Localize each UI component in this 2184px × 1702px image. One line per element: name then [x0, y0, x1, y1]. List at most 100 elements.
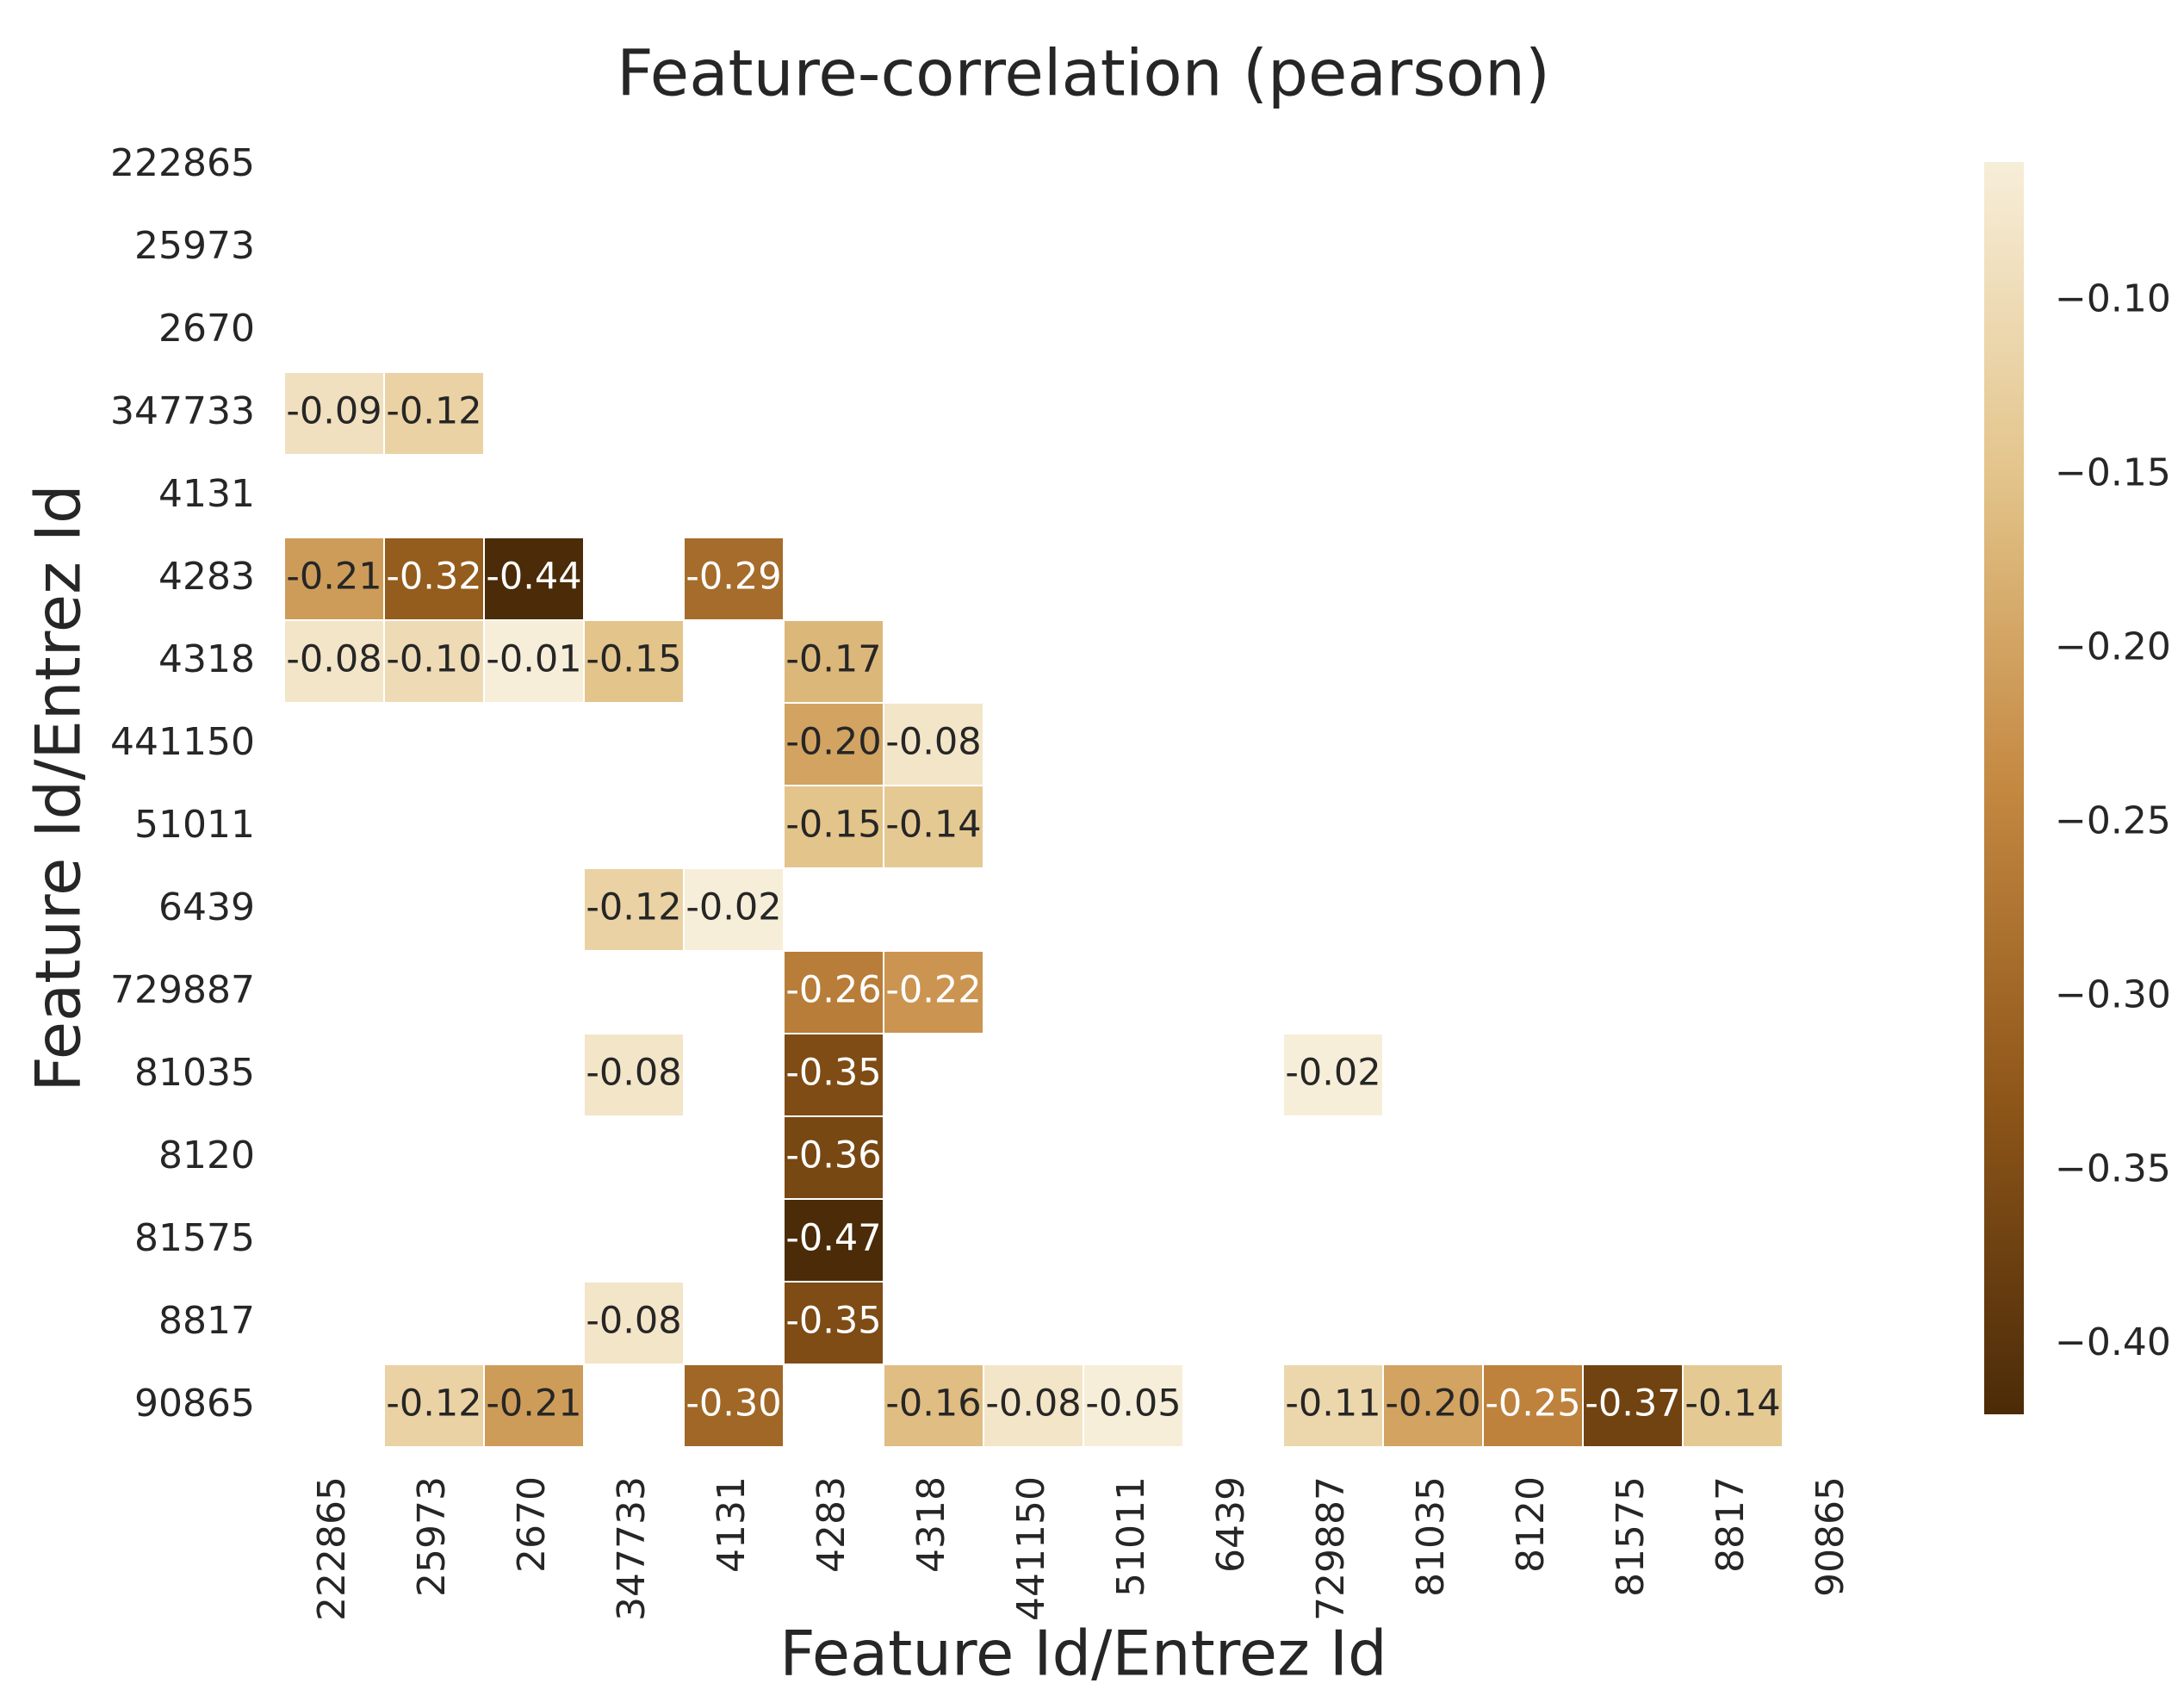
x-tick-label: 25973 — [410, 1476, 454, 1597]
y-tick-label: 4318 — [158, 637, 255, 681]
heatmap-cell — [783, 1033, 884, 1117]
cell-value-label: -0.05 — [1085, 1382, 1181, 1426]
y-tick-label: 8817 — [158, 1299, 255, 1343]
x-tick-label: 90865 — [1809, 1476, 1852, 1597]
cell-value-label: -0.20 — [1385, 1382, 1480, 1426]
heatmap-cell — [783, 1198, 884, 1283]
cell-value-label: -0.08 — [586, 1052, 681, 1095]
cell-value-label: -0.35 — [785, 1052, 881, 1095]
x-axis-label: Feature Id/Entrez Id — [779, 1618, 1387, 1690]
x-tick-label: 8120 — [1509, 1476, 1553, 1573]
heatmap-cell — [1682, 1363, 1784, 1448]
heatmap-cell — [583, 867, 685, 952]
y-tick-label: 90865 — [134, 1382, 255, 1426]
y-axis-label: Feature Id/Entrez Id — [22, 484, 95, 1091]
cell-value-label: -0.15 — [586, 638, 681, 681]
heatmap-cell — [583, 1033, 685, 1117]
x-tick-label: 4283 — [810, 1476, 853, 1573]
y-tick-label: 441150 — [110, 720, 255, 764]
cell-value-label: -0.30 — [686, 1382, 781, 1426]
y-tick-label: 81575 — [134, 1216, 255, 1260]
y-tick-label: 81035 — [134, 1051, 255, 1095]
x-tick-label: 4131 — [710, 1476, 754, 1573]
heatmap-cell — [1282, 1033, 1384, 1117]
colorbar — [1984, 162, 2024, 1414]
y-tick-label: 8120 — [158, 1134, 255, 1177]
heatmap-cell — [1382, 1363, 1484, 1448]
cell-value-label: -0.14 — [885, 804, 981, 847]
cell-value-label: -0.08 — [286, 638, 382, 681]
cell-value-label: -0.37 — [1585, 1382, 1680, 1426]
cell-value-label: -0.29 — [686, 556, 781, 599]
cell-value-label: -0.12 — [386, 390, 481, 433]
cell-value-label: -0.09 — [286, 390, 382, 433]
cell-value-label: -0.02 — [686, 886, 781, 929]
heatmap-cell — [383, 619, 485, 704]
cell-value-label: -0.12 — [386, 1382, 481, 1426]
cell-value-label: -0.21 — [286, 556, 382, 599]
colorbar-tick-label: −0.35 — [2055, 1146, 2171, 1190]
y-tick-label: 729887 — [110, 968, 255, 1012]
heatmap-cell — [583, 1281, 685, 1365]
heatmap-cell — [1482, 1363, 1584, 1448]
cell-value-label: -0.16 — [885, 1382, 981, 1426]
cell-value-label: -0.44 — [486, 556, 581, 599]
cell-value-label: -0.47 — [785, 1217, 881, 1260]
y-tick-label: 25973 — [134, 224, 255, 268]
y-tick-label: 4283 — [158, 555, 255, 599]
x-tick-label: 2670 — [510, 1476, 554, 1573]
y-tick-label: 6439 — [158, 885, 255, 929]
heatmap-cell — [783, 619, 884, 704]
y-tick-label: 347733 — [110, 389, 255, 433]
x-tick-label: 81035 — [1409, 1476, 1453, 1597]
heatmap-cell — [1083, 1363, 1184, 1448]
heatmap-cell — [683, 537, 785, 621]
heatmap-cell — [283, 619, 385, 704]
heatmap-cell — [683, 867, 785, 952]
heatmap-cell — [883, 785, 984, 869]
cell-value-label: -0.12 — [586, 886, 681, 929]
cell-value-label: -0.32 — [386, 556, 481, 599]
heatmap-cell — [1582, 1363, 1684, 1448]
heatmap-cell — [383, 1363, 485, 1448]
y-tick-label: 4131 — [158, 472, 255, 516]
colorbar-tick-label: −0.15 — [2055, 451, 2171, 495]
colorbar-tick-label: −0.30 — [2055, 972, 2171, 1016]
chart-title: Feature-correlation (pearson) — [617, 37, 1550, 111]
heatmap-cell — [283, 537, 385, 621]
heatmap-cell — [283, 371, 385, 456]
cell-value-label: -0.08 — [586, 1300, 681, 1343]
x-tick-label: 222865 — [310, 1476, 354, 1621]
heatmap-cell — [883, 950, 984, 1034]
heatmap-cell — [783, 1281, 884, 1365]
y-tick-label: 51011 — [134, 803, 255, 847]
x-tick-label: 8817 — [1709, 1476, 1753, 1573]
heatmap-cell — [983, 1363, 1084, 1448]
cell-value-label: -0.10 — [386, 638, 481, 681]
cell-value-label: -0.08 — [985, 1382, 1081, 1426]
x-tick-label: 729887 — [1309, 1476, 1353, 1621]
heatmap-cell — [783, 702, 884, 786]
cell-value-label: -0.36 — [785, 1134, 881, 1177]
cell-value-label: -0.02 — [1285, 1052, 1381, 1095]
heatmap-cell — [483, 1363, 585, 1448]
y-tick-label: 2670 — [158, 307, 255, 351]
heatmap-cell — [783, 1115, 884, 1200]
cell-value-label: -0.14 — [1685, 1382, 1780, 1426]
x-tick-label: 4318 — [909, 1476, 953, 1573]
x-tick-label: 51011 — [1109, 1476, 1153, 1597]
x-tick-label: 441150 — [1009, 1476, 1053, 1621]
x-tick-label: 81575 — [1609, 1476, 1653, 1597]
colorbar-tick-label: −0.20 — [2055, 624, 2171, 668]
colorbar-tick-label: −0.10 — [2055, 277, 2171, 321]
heatmap-cell — [483, 619, 585, 704]
cell-value-label: -0.15 — [785, 804, 881, 847]
heatmap-cell — [383, 371, 485, 456]
heatmap-cell — [783, 950, 884, 1034]
cell-value-label: -0.26 — [785, 969, 881, 1012]
cell-value-label: -0.01 — [486, 638, 581, 681]
cell-value-label: -0.11 — [1285, 1382, 1381, 1426]
y-tick-label: 222865 — [110, 141, 255, 185]
cell-value-label: -0.17 — [785, 638, 881, 681]
